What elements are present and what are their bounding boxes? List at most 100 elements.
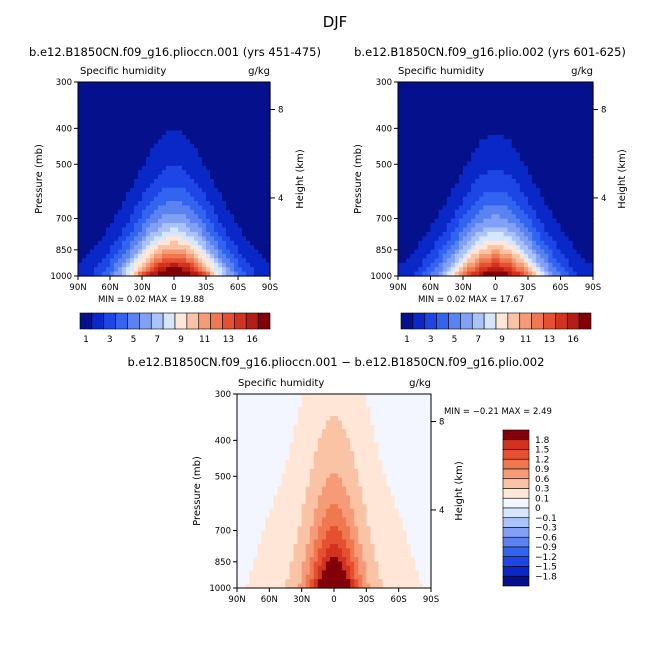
contour-cell	[266, 267, 271, 273]
contour-cell	[230, 245, 235, 251]
contour-cell	[106, 209, 111, 215]
contour-cell	[313, 429, 319, 435]
contour-cell	[242, 170, 247, 176]
contour-cell	[110, 90, 115, 96]
contour-cell	[458, 165, 464, 171]
contour-cell	[254, 209, 259, 215]
contour-cell	[523, 108, 529, 114]
contour-cell	[560, 218, 566, 224]
contour-cell	[234, 121, 239, 127]
contour-cell	[246, 183, 251, 189]
contour-cell	[102, 126, 107, 132]
contour-cell	[576, 209, 582, 215]
contour-cell	[266, 139, 271, 145]
contour-cell	[158, 258, 163, 264]
contour-cell	[410, 253, 415, 259]
contour-cell	[418, 143, 423, 149]
contour-cell	[242, 156, 247, 162]
contour-cell	[174, 201, 179, 207]
contour-cell	[317, 402, 323, 408]
contour-cell	[190, 134, 195, 140]
contour-cell	[98, 223, 103, 229]
contour-cell	[467, 161, 472, 167]
contour-cell	[523, 205, 529, 211]
contour-cell	[519, 104, 525, 110]
contour-cell	[495, 170, 501, 176]
contour-cell	[511, 192, 517, 198]
contour-cell	[226, 267, 231, 273]
contour-cell	[442, 104, 448, 110]
contour-cell	[450, 196, 456, 202]
contour-cell	[154, 104, 159, 110]
contour-cell	[138, 112, 143, 118]
contour-cell	[98, 143, 103, 149]
contour-cell	[528, 236, 533, 242]
contour-cell	[170, 165, 175, 171]
contour-cell	[166, 267, 171, 273]
contour-cell	[406, 262, 411, 268]
contour-cell	[182, 183, 187, 189]
contour-cell	[560, 95, 566, 101]
contour-cell	[346, 429, 351, 435]
contour-cell	[106, 152, 111, 158]
contour-cell	[471, 90, 476, 96]
contour-cell	[402, 161, 407, 167]
contour-cell	[487, 227, 493, 233]
contour-cell	[118, 214, 123, 220]
contour-cell	[178, 126, 183, 132]
contour-cell	[110, 236, 115, 242]
contour-cell	[584, 104, 590, 110]
contour-cell	[430, 179, 436, 185]
contour-cell	[370, 433, 376, 439]
contour-cell	[166, 227, 171, 233]
contour-cell	[454, 117, 460, 123]
contour-cell	[515, 126, 521, 132]
contour-cell	[536, 121, 541, 127]
contour-cell	[540, 99, 545, 105]
contour-cell	[511, 156, 517, 162]
contour-cell	[262, 130, 267, 136]
contour-cell	[334, 420, 339, 426]
contour-cell	[154, 205, 159, 211]
contour-cell	[519, 90, 525, 96]
contour-cell	[182, 205, 187, 211]
contour-cell	[126, 121, 131, 127]
contour-cell	[511, 121, 517, 127]
contour-cell	[528, 112, 533, 118]
contour-cell	[246, 187, 251, 193]
contour-cell	[540, 104, 545, 110]
contour-cell	[584, 205, 590, 211]
contour-cell	[242, 262, 247, 268]
contour-cell	[194, 240, 199, 246]
contour-cell	[414, 156, 419, 162]
contour-cell	[246, 86, 251, 92]
contour-cell	[206, 99, 211, 105]
contour-cell	[458, 253, 464, 259]
contour-cell	[507, 174, 513, 180]
contour-cell	[588, 218, 594, 224]
contour-cell	[254, 148, 259, 154]
contour-cell	[471, 104, 476, 110]
contour-cell	[366, 407, 371, 413]
contour-cell	[261, 398, 266, 404]
contour-cell	[313, 407, 319, 413]
contour-cell	[110, 139, 115, 145]
contour-cell	[194, 271, 199, 277]
contour-cell	[475, 99, 480, 105]
contour-cell	[402, 411, 408, 417]
contour-cell	[130, 130, 135, 136]
contour-cell	[166, 240, 171, 246]
contour-cell	[162, 139, 167, 145]
contour-cell	[82, 214, 87, 220]
contour-cell	[262, 112, 267, 118]
contour-cell	[86, 82, 91, 88]
contour-cell	[317, 407, 323, 413]
contour-cell	[321, 411, 327, 417]
contour-cell	[261, 424, 266, 430]
contour-cell	[507, 209, 513, 215]
contour-cell	[406, 267, 411, 273]
contour-cell	[234, 117, 239, 123]
contour-cell	[511, 161, 517, 167]
contour-cell	[317, 394, 323, 400]
contour-cell	[293, 420, 299, 426]
